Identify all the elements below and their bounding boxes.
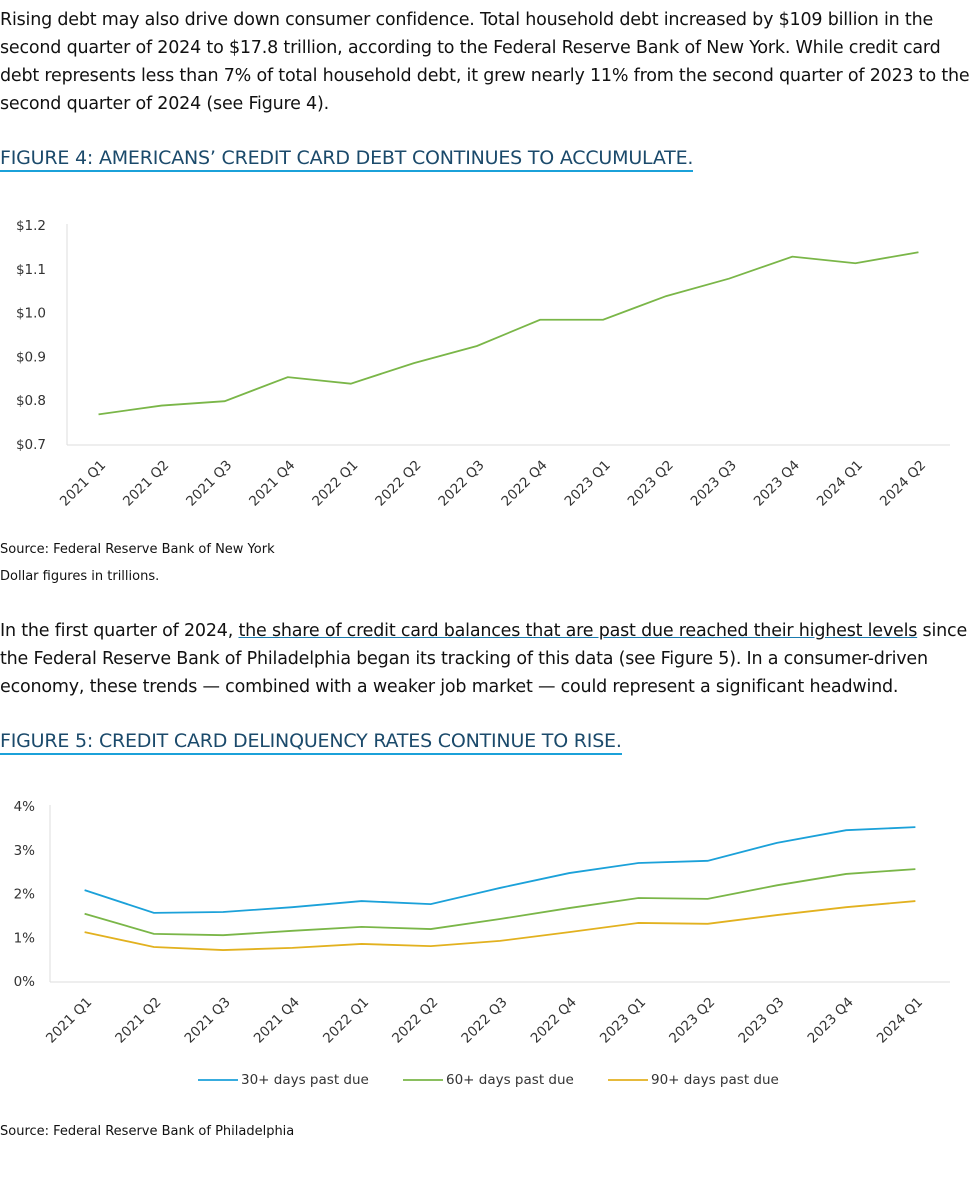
link[interactable]: the share of credit card balances that a… [238,621,918,641]
x-tick-label: 2021 Q4 [246,457,298,509]
text: since the Federal Reserve Bank of Philad… [0,621,968,697]
data-line [98,251,919,416]
y-tick-label: 1% [14,930,36,946]
x-tick-label: 2022 Q4 [528,994,580,1046]
y-tick-label: 4% [14,799,36,815]
x-tick-label: 2022 Q1 [320,994,372,1046]
y-tick-label: $0.8 [16,393,46,409]
x-tick-label: 2023 Q2 [625,457,677,509]
x-tick-label: 2021 Q3 [183,457,235,509]
data-line [84,900,916,951]
x-tick-label: 2022 Q3 [435,457,487,509]
x-tick-label: 2024 Q2 [877,457,929,509]
y-tick-label: $1.2 [16,218,46,234]
y-tick-label: 2% [14,887,36,903]
y-tick-label: $1.1 [16,262,46,278]
x-tick-label: 2021 Q1 [57,457,109,509]
source-note: Source: Federal Reserve Bank of New York [0,542,275,557]
paragraph: In the first quarter of 2024, the share … [0,617,972,701]
data-line [84,826,916,914]
legend-label: 90+ days past due [651,1072,779,1088]
x-tick-label: 2022 Q4 [498,457,550,509]
x-tick-label: 2022 Q1 [309,457,361,509]
x-tick-label: 2023 Q2 [666,994,718,1046]
unit-note: Dollar figures in trillions. [0,569,160,584]
x-tick-label: 2021 Q4 [251,994,303,1046]
x-tick-label: 2022 Q2 [389,994,441,1046]
x-tick-label: 2024 Q1 [874,994,926,1046]
x-tick-label: 2021 Q2 [112,994,164,1046]
y-tick-label: $0.7 [16,437,46,453]
x-tick-label: 2024 Q1 [814,457,866,509]
x-tick-label: 2023 Q3 [688,457,740,509]
text: In the first quarter of 2024, [0,621,239,641]
x-tick-label: 2022 Q3 [458,994,510,1046]
figure-title: FIGURE 4: AMERICANS’ CREDIT CARD DEBT CO… [0,147,693,172]
x-tick-label: 2021 Q1 [43,994,95,1046]
y-tick-label: $0.9 [16,349,46,365]
figure-title: FIGURE 5: CREDIT CARD DELINQUENCY RATES … [0,730,622,755]
data-line [84,868,916,937]
y-tick-label: $1.0 [16,306,46,322]
x-tick-label: 2022 Q2 [372,457,424,509]
x-tick-label: 2023 Q4 [805,994,857,1046]
x-tick-label: 2021 Q2 [120,457,172,509]
y-tick-label: 3% [14,843,36,859]
x-tick-label: 2023 Q3 [735,994,787,1046]
source-note: Source: Federal Reserve Bank of Philadel… [0,1124,295,1139]
legend-label: 60+ days past due [446,1072,574,1088]
y-tick-label: 0% [14,974,36,990]
x-tick-label: 2023 Q4 [751,457,803,509]
x-tick-label: 2023 Q1 [562,457,614,509]
intro-paragraph: Rising debt may also drive down consumer… [0,10,970,114]
x-tick-label: 2021 Q3 [181,994,233,1046]
legend-label: 30+ days past due [241,1072,369,1088]
x-tick-label: 2023 Q1 [597,994,649,1046]
